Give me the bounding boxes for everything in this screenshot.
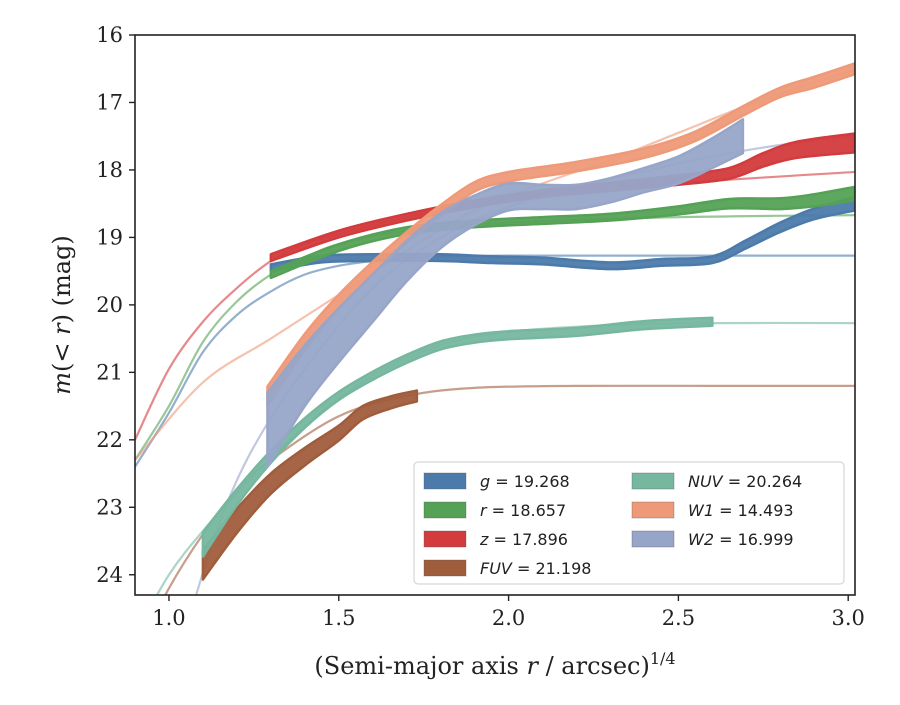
legend-entry-r: r = 18.657	[423, 501, 566, 520]
legend-label-nuv: NUV = 20.264	[688, 472, 802, 491]
data-band-fuv	[201, 389, 419, 581]
legend-label-w2: W2 = 16.999	[688, 530, 794, 549]
y-axis-ticks: 16 17 18 19 20 21 22 23 24	[96, 23, 135, 587]
y-tick-label: 22	[96, 428, 123, 452]
legend-swatch-w1	[631, 501, 675, 519]
legend-swatch-r	[423, 501, 467, 519]
legend-entry-fuv: FUV = 21.198	[423, 559, 591, 578]
legend-frame	[413, 461, 845, 585]
y-tick-label: 23	[96, 495, 123, 519]
data-band-w2	[266, 118, 745, 469]
legend-swatch-nuv	[631, 472, 675, 490]
legend-entry-z: z = 17.896	[423, 530, 568, 549]
plot-frame	[134, 34, 856, 596]
legend-swatch-g	[423, 472, 467, 490]
legend-entry-w1: W1 = 14.493	[631, 501, 794, 520]
x-tick-label: 3.0	[832, 606, 865, 630]
legend-label-fuv: FUV = 21.198	[480, 559, 591, 578]
legend-label-g: g = 19.268	[480, 472, 570, 491]
legend-swatch-fuv	[423, 559, 467, 577]
y-tick-label: 16	[96, 23, 123, 47]
y-tick-label: 19	[96, 225, 123, 249]
x-axis-title: (Semi-major axis r / arcsec)1/4	[314, 649, 675, 680]
legend-entry-w2: W2 = 16.999	[631, 530, 794, 549]
model-curve-g	[135, 254, 855, 468]
x-tick-label: 1.5	[322, 606, 355, 630]
legend-label-w1: W1 = 14.493	[688, 501, 794, 520]
data-band-nuv	[201, 316, 714, 558]
data-bands	[201, 62, 855, 581]
legend-entry-g: g = 19.268	[423, 472, 570, 491]
data-band-g	[269, 195, 855, 273]
y-tick-label: 24	[96, 563, 123, 587]
y-tick-label: 18	[96, 158, 123, 182]
x-tick-label: 2.0	[492, 606, 525, 630]
y-tick-label: 20	[96, 293, 123, 317]
y-axis-title: m(< r) (mag)	[48, 235, 76, 395]
legend-swatch-z	[423, 530, 467, 548]
y-tick-label: 17	[96, 90, 123, 114]
y-tick-label: 21	[96, 360, 123, 384]
x-axis-ticks: 1.0 1.5 2.0 2.5 3.0	[152, 595, 865, 630]
legend-entry-nuv: NUV = 20.264	[631, 472, 802, 491]
x-tick-label: 2.5	[662, 606, 695, 630]
legend-label-z: z = 17.896	[479, 530, 568, 549]
legend-label-r: r = 18.657	[480, 501, 566, 520]
legend: g = 19.268 r = 18.657 z = 17.896 FUV = 21.1…	[413, 461, 845, 585]
x-tick-label: 1.0	[152, 606, 185, 630]
legend-swatch-w2	[631, 530, 675, 548]
